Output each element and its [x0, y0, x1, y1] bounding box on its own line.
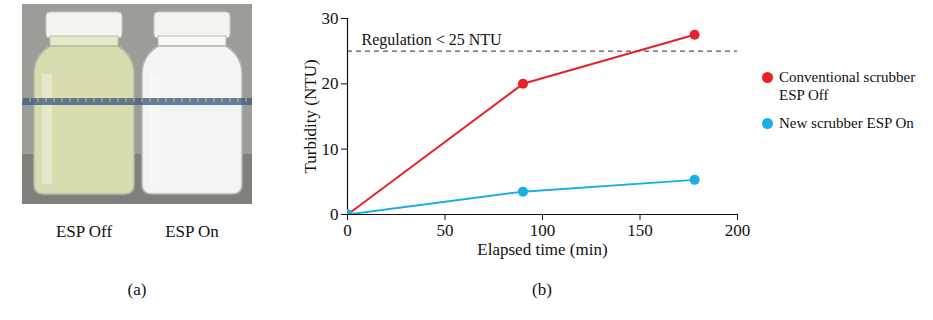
html-text:ESP Off: ESP Off [55, 222, 113, 241]
svg-text:100: 100 [530, 221, 556, 240]
svg-text:30: 30 [322, 9, 339, 28]
svg-text:Elapsed time (min): Elapsed time (min) [477, 240, 607, 259]
html-text:ESP On: ESP On [165, 222, 219, 241]
html-text:(a): (a) [127, 280, 147, 299]
svg-text:0: 0 [330, 205, 339, 224]
svg-text:0: 0 [343, 221, 352, 240]
html-text:Conventional scrubber ESP Off: Conventional scrubber ESP Off [779, 69, 916, 103]
svg-text:10: 10 [322, 140, 339, 159]
svg-text:150: 150 [627, 221, 653, 240]
svg-text:200: 200 [725, 221, 751, 240]
svg-text:Turbidity (NTU): Turbidity (NTU) [301, 59, 320, 173]
html-text:(b): (b) [532, 280, 552, 299]
svg-text:50: 50 [437, 221, 454, 240]
html-text:New scrubber ESP On: New scrubber ESP On [779, 115, 914, 131]
svg-text:20: 20 [322, 74, 339, 93]
svg-text:Regulation < 25 NTU: Regulation < 25 NTU [362, 31, 503, 49]
